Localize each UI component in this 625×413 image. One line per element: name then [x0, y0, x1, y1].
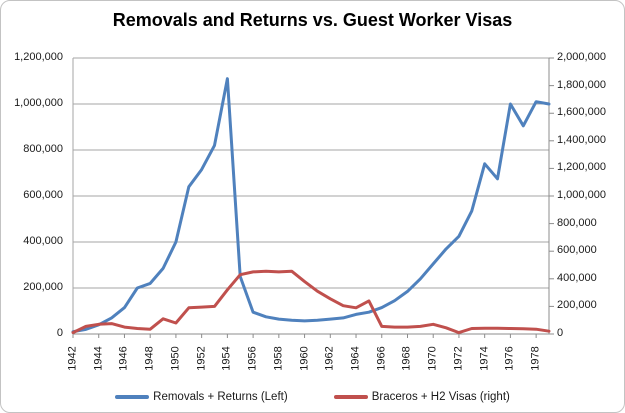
x-axis-tick-label: 1974 — [478, 346, 491, 371]
chart-title: Removals and Returns vs. Guest Worker Vi… — [112, 10, 513, 30]
left-axis-tick-label: 200,000 — [23, 281, 63, 293]
x-axis-tick-label: 1970 — [426, 346, 439, 371]
left-axis-tick-label: 0 — [56, 327, 63, 339]
x-axis-tick-label: 1976 — [503, 346, 516, 371]
legend-item-braceros-h2: Braceros + H2 Visas (right) — [333, 391, 510, 403]
x-axis-tick-label: 1954 — [220, 346, 233, 371]
x-axis-tick-label: 1968 — [400, 346, 413, 371]
x-axis-tick-label: 1956 — [246, 346, 259, 371]
x-axis-tick-label: 1964 — [349, 346, 362, 371]
left-axis-tick-label: 1,000,000 — [14, 97, 63, 109]
left-axis-tick-label: 600,000 — [23, 189, 63, 201]
left-axis-tick-label: 800,000 — [23, 143, 63, 155]
x-axis-tick-label: 1966 — [375, 346, 388, 371]
x-axis-tick-label: 1962 — [323, 346, 336, 371]
x-axis-tick-label: 1960 — [298, 346, 311, 371]
right-axis-tick-label: 1,200,000 — [557, 161, 606, 174]
x-axis-tick-label: 1958 — [272, 346, 285, 371]
x-axis-tick-label: 1972 — [452, 346, 465, 371]
right-axis-tick-label: 600,000 — [557, 244, 597, 257]
x-axis-tick-label: 1952 — [195, 346, 208, 371]
legend-label-removals-returns: Removals + Returns (Left) — [153, 391, 288, 403]
x-axis-tick-label: 1978 — [529, 346, 542, 371]
right-axis-tick-label: 1,400,000 — [557, 133, 606, 146]
right-axis-tick-label: 1,000,000 — [557, 189, 606, 201]
x-axis-tick-label: 1950 — [169, 346, 182, 371]
right-axis-tick-label: 1,600,000 — [557, 106, 606, 119]
plot-area — [71, 57, 554, 338]
legend-item-removals-returns: Removals + Returns (Left) — [115, 391, 288, 403]
right-axis-tick-label: 400,000 — [557, 271, 597, 284]
right-axis-tick-label: 200,000 — [557, 299, 597, 312]
right-axis-tick-label: 800,000 — [557, 216, 597, 229]
legend-swatch-braceros-h2 — [333, 395, 368, 399]
legend: Removals + Returns (Left) Braceros + H2 … — [1, 391, 624, 403]
x-axis-tick-label: 1944 — [92, 346, 105, 371]
x-axis-tick-label: 1946 — [117, 346, 130, 371]
right-axis-tick-label: 0 — [557, 327, 564, 339]
legend-label-braceros-h2: Braceros + H2 Visas (right) — [371, 391, 510, 403]
series-line-braceros-h2 — [71, 269, 551, 335]
x-axis-tick-label: 1948 — [143, 346, 156, 371]
legend-swatch-removals-returns — [115, 395, 150, 399]
left-axis-tick-label: 1,200,000 — [14, 51, 63, 63]
right-axis-tick-label: 1,800,000 — [557, 78, 606, 91]
series-line-removals-returns — [71, 77, 551, 334]
x-axis-tick-label: 1942 — [66, 346, 79, 371]
left-axis-tick-label: 400,000 — [23, 235, 63, 247]
right-axis-tick-label: 2,000,000 — [557, 51, 606, 63]
